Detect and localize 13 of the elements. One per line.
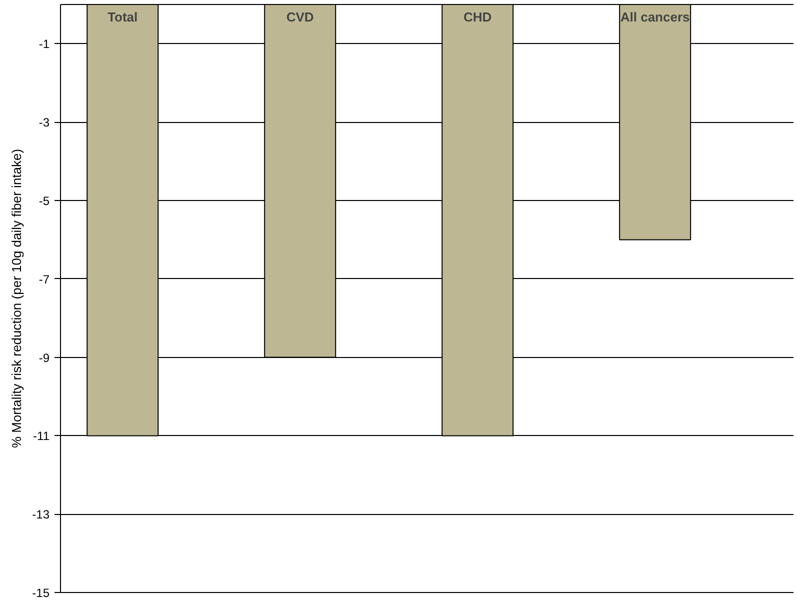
y-tick-label: -1 — [38, 37, 50, 52]
y-tick-label: -7 — [38, 272, 50, 286]
y-tick-label: -3 — [38, 116, 50, 130]
y-tick-label: -13 — [32, 508, 50, 522]
y-tick-label: -5 — [38, 194, 50, 208]
y-tick-label: -15 — [32, 586, 50, 600]
x-tick-label: All cancers — [620, 10, 690, 24]
y-axis-title: % Mortality risk reduction (per 10g daily fiber intake) — [9, 148, 24, 448]
x-tick-label: CHD — [464, 10, 492, 24]
x-tick-label: CVD — [286, 10, 314, 24]
y-tick-label: -9 — [38, 350, 50, 365]
x-tick-label: Total — [108, 10, 138, 24]
y-tick-label: -11 — [33, 429, 50, 444]
